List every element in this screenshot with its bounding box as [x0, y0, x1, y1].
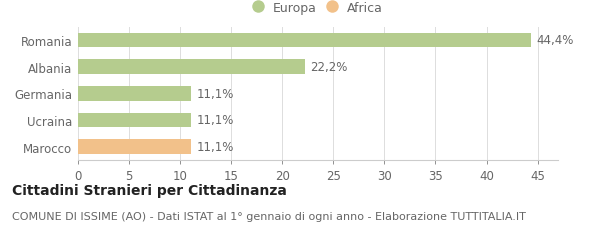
Text: 22,2%: 22,2% [310, 61, 347, 74]
Text: COMUNE DI ISSIME (AO) - Dati ISTAT al 1° gennaio di ogni anno - Elaborazione TUT: COMUNE DI ISSIME (AO) - Dati ISTAT al 1°… [12, 211, 526, 221]
Bar [78, 60, 305, 75]
Bar [78, 87, 191, 101]
Bar [78, 140, 191, 154]
Bar [78, 33, 532, 48]
Text: Cittadini Stranieri per Cittadinanza: Cittadini Stranieri per Cittadinanza [12, 183, 287, 197]
Text: 44,4%: 44,4% [536, 34, 574, 47]
Text: 11,1%: 11,1% [196, 87, 234, 100]
Legend: Europa, Africa: Europa, Africa [250, 0, 386, 19]
Text: 11,1%: 11,1% [196, 141, 234, 153]
Bar [78, 113, 191, 128]
Text: 11,1%: 11,1% [196, 114, 234, 127]
